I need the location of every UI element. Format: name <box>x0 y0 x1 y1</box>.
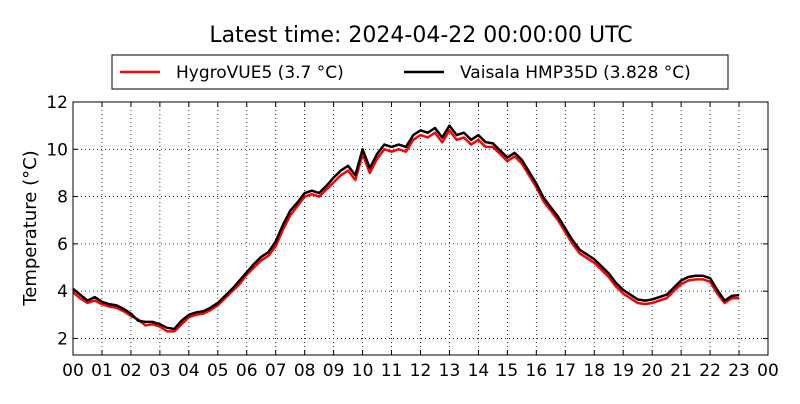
series-layer <box>72 124 740 333</box>
y-tick-label: 8 <box>57 188 68 208</box>
x-tick-label: 13 <box>439 361 461 381</box>
x-tick-label: 00 <box>62 361 84 381</box>
x-tick-label: 08 <box>294 361 316 381</box>
x-tick-label: 03 <box>149 361 171 381</box>
y-tick-label: 10 <box>46 140 68 160</box>
x-tick-label: 14 <box>468 361 490 381</box>
x-tick-label: 15 <box>497 361 519 381</box>
y-tick-label: 4 <box>57 282 68 302</box>
legend: HygroVUE5 (3.7 °C) Vaisala HMP35D (3.828… <box>111 54 729 90</box>
series-hygrovue5-line <box>72 129 740 333</box>
x-tick-label: 12 <box>410 361 432 381</box>
x-tick-label: 04 <box>178 361 200 381</box>
x-tick-label: 17 <box>554 361 576 381</box>
x-tick-label: 00 <box>757 361 779 381</box>
y-tick-label: 2 <box>57 329 68 349</box>
x-tick-label: 19 <box>612 361 634 381</box>
y-tick-label: 6 <box>57 235 68 255</box>
x-tick-label: 23 <box>728 361 750 381</box>
x-tick-label: 16 <box>526 361 548 381</box>
y-tick-label: 12 <box>46 93 68 113</box>
legend-label-vaisala: Vaisala HMP35D (3.828 °C) <box>460 63 691 83</box>
x-tick-label: 02 <box>120 361 142 381</box>
plot-frame <box>72 101 769 356</box>
x-tick-label: 06 <box>236 361 258 381</box>
x-tick-label: 01 <box>91 361 113 381</box>
x-tick-label: 07 <box>265 361 287 381</box>
x-tick-label: 05 <box>207 361 229 381</box>
x-axis: 00 01 02 03 04 05 06 07 08 09 10 11 12 13 14 15 16 17 18 19… <box>62 102 779 381</box>
x-tick-label: 10 <box>352 361 374 381</box>
x-tick-label: 11 <box>381 361 403 381</box>
y-axis-label: Temperature (°C) <box>20 150 41 306</box>
chart-title: Latest time: 2024-04-22 00:00:00 UTC <box>209 23 632 48</box>
grid-lines <box>73 102 768 355</box>
x-tick-label: 20 <box>641 361 663 381</box>
x-tick-label: 09 <box>323 361 345 381</box>
series-vaisala-line <box>72 124 740 331</box>
legend-label-hygrovue5: HygroVUE5 (3.7 °C) <box>176 63 344 83</box>
x-tick-label: 21 <box>670 361 692 381</box>
x-tick-label: 18 <box>583 361 605 381</box>
y-axis: 2 4 6 8 10 12 <box>46 93 768 349</box>
x-tick-label: 22 <box>699 361 721 381</box>
